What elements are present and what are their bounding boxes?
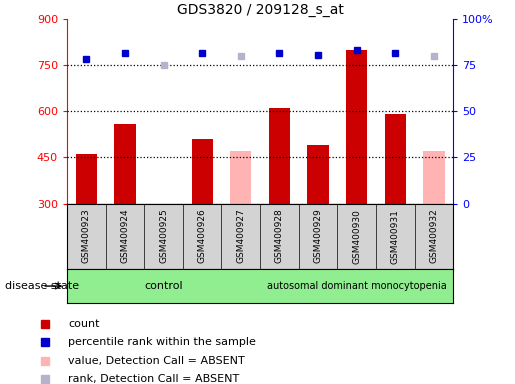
Bar <box>260 269 453 303</box>
Bar <box>230 151 251 204</box>
Bar <box>269 108 290 204</box>
Bar <box>307 145 329 204</box>
Text: count: count <box>68 319 100 329</box>
Text: percentile rank within the sample: percentile rank within the sample <box>68 338 256 348</box>
Text: GSM400930: GSM400930 <box>352 209 361 264</box>
Bar <box>114 124 135 204</box>
Bar <box>385 114 406 204</box>
Text: GSM400928: GSM400928 <box>275 209 284 263</box>
Bar <box>192 139 213 204</box>
Text: GSM400926: GSM400926 <box>198 209 207 263</box>
Text: autosomal dominant monocytopenia: autosomal dominant monocytopenia <box>267 281 447 291</box>
Title: GDS3820 / 209128_s_at: GDS3820 / 209128_s_at <box>177 3 344 17</box>
Text: disease state: disease state <box>5 281 79 291</box>
Text: value, Detection Call = ABSENT: value, Detection Call = ABSENT <box>68 356 245 366</box>
Text: GSM400925: GSM400925 <box>159 209 168 263</box>
Text: GSM400931: GSM400931 <box>391 209 400 264</box>
Bar <box>346 50 367 204</box>
Text: GSM400932: GSM400932 <box>430 209 438 263</box>
Text: GSM400927: GSM400927 <box>236 209 245 263</box>
Bar <box>423 151 444 204</box>
Text: GSM400924: GSM400924 <box>121 209 129 263</box>
Bar <box>76 154 97 204</box>
Text: control: control <box>144 281 183 291</box>
Text: GSM400923: GSM400923 <box>82 209 91 263</box>
Bar <box>67 269 260 303</box>
Text: rank, Detection Call = ABSENT: rank, Detection Call = ABSENT <box>68 374 239 384</box>
Text: GSM400929: GSM400929 <box>314 209 322 263</box>
